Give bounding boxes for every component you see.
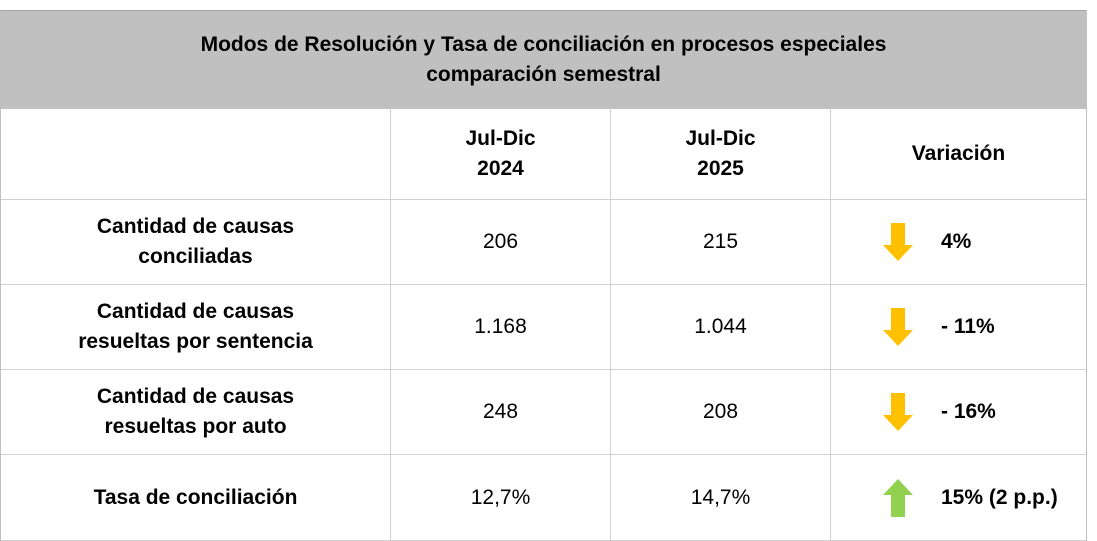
arrow-down: [883, 223, 913, 261]
text-line: resueltas por auto: [104, 415, 287, 438]
text-line: Tasa de conciliación: [93, 485, 298, 509]
table: Modos de Resolución y Tasa de conciliaci…: [0, 10, 1087, 541]
header-cell: Jul-Dic 2025: [611, 108, 831, 200]
row-label: Cantidad de causas conciliadas: [1, 200, 391, 285]
variation-text: - 11%: [941, 315, 995, 338]
row-label: Cantidad de causas resueltas por sentenci…: [1, 285, 391, 370]
header-cell: Variación: [831, 108, 1086, 200]
value-cell: 248: [391, 370, 611, 455]
text-line: Jul-Dic: [685, 126, 756, 150]
arrow-down: [883, 393, 913, 431]
text-line: Variación: [911, 141, 1006, 165]
value-cell: 208: [611, 370, 831, 455]
variation-text: 4%: [941, 230, 972, 253]
value-cell: 12,7%: [391, 455, 611, 541]
value-cell: 1.168: [391, 285, 611, 370]
variation-text: 15% (2 p.p.): [941, 485, 1058, 509]
arrow-up: [883, 478, 913, 517]
text-line: Cantidad de causas: [96, 300, 295, 323]
value-cell: 1.044: [611, 285, 831, 370]
text-line: Jul-Dic: [465, 126, 536, 150]
value-cell: 215: [611, 200, 831, 285]
text-line: 2024: [477, 156, 524, 180]
row-label: Cantidad de causas resueltas por auto: [1, 370, 391, 455]
header-cell: Jul-Dic 2024: [391, 108, 611, 200]
variation-cell: - 16%: [831, 370, 1086, 455]
text-line: Cantidad de causas: [96, 385, 295, 408]
title-line: Modos de Resolución y Tasa de conciliaci…: [200, 33, 887, 56]
value-cell: 206: [391, 200, 611, 285]
text-line: Cantidad de causas: [96, 215, 295, 238]
variation-cell: 4%: [831, 200, 1086, 285]
header-cell: [1, 108, 391, 200]
variation-text: - 16%: [941, 400, 996, 423]
text-line: 2025: [697, 156, 744, 180]
text-line: conciliadas: [138, 245, 253, 268]
row-label: Tasa de conciliación: [1, 455, 391, 541]
arrow-down: [883, 308, 913, 346]
table-title: Modos de Resolución y Tasa de conciliaci…: [1, 10, 1086, 109]
text-line: resueltas por sentencia: [78, 330, 313, 353]
title-line: comparación semestral: [426, 63, 661, 86]
value-cell: 14,7%: [611, 455, 831, 541]
variation-cell: - 11%: [831, 285, 1086, 370]
variation-cell: 15% (2 p.p.): [831, 455, 1086, 541]
